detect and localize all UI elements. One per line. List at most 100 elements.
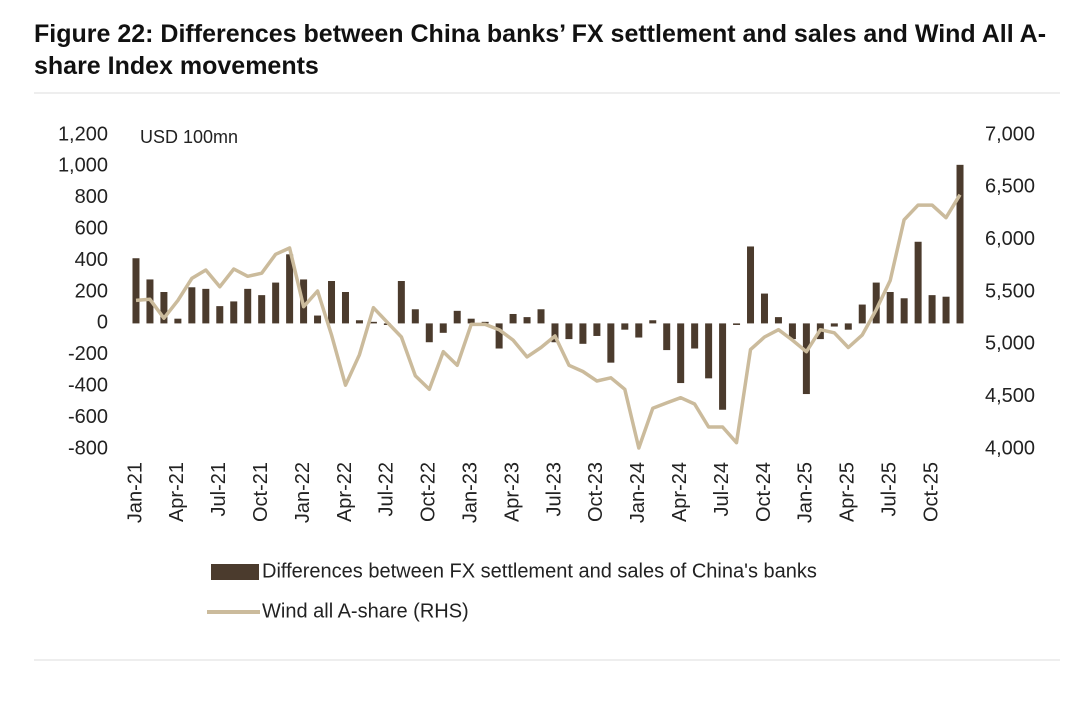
y-tick-label: 1,200 — [58, 123, 108, 145]
bar — [369, 321, 377, 324]
bar — [691, 323, 699, 349]
bar — [495, 323, 503, 349]
x-tick-label: Jan-23 — [459, 462, 481, 523]
bar — [844, 323, 852, 330]
line — [135, 193, 962, 450]
bar — [328, 281, 336, 324]
y2-tick-label: 4,000 — [985, 437, 1035, 459]
bar — [397, 281, 405, 324]
bar — [649, 320, 657, 324]
bar — [858, 304, 866, 324]
x-tick-label: Apr-22 — [334, 462, 356, 522]
bar — [355, 320, 363, 324]
y2-tick-label: 6,500 — [985, 176, 1035, 198]
y2-tick-label: 7,000 — [985, 123, 1035, 145]
x-tick-label: Oct-25 — [920, 462, 942, 522]
legend-label: Wind all A-share (RHS) — [262, 600, 469, 622]
bar — [733, 323, 741, 325]
y-tick-label: 1,000 — [58, 155, 108, 177]
bar — [425, 323, 433, 343]
legend-swatch — [211, 564, 259, 580]
bar — [900, 298, 908, 324]
y2-tick-label: 6,000 — [985, 228, 1035, 250]
x-tick-label: Oct-22 — [418, 462, 440, 522]
bar — [593, 323, 601, 336]
y-tick-label: -800 — [68, 437, 108, 459]
bar — [467, 318, 475, 324]
bar — [411, 309, 419, 324]
x-tick-label: Jan-21 — [124, 462, 146, 523]
bar — [341, 292, 349, 324]
x-tick-label: Jan-25 — [795, 462, 817, 523]
bar — [244, 288, 252, 324]
y-tick-label: 400 — [75, 249, 108, 271]
bar — [202, 288, 210, 324]
x-tick-label: Apr-23 — [501, 462, 523, 522]
bar — [216, 306, 224, 324]
bar — [914, 241, 922, 324]
bar — [677, 323, 685, 384]
bar — [565, 323, 573, 340]
bar — [942, 296, 950, 324]
bar — [481, 321, 489, 324]
x-tick-label: Oct-21 — [250, 462, 272, 522]
bar — [774, 317, 782, 324]
x-tick-label: Apr-25 — [837, 462, 859, 522]
bar — [760, 293, 768, 324]
x-tick-label: Oct-23 — [585, 462, 607, 522]
bar — [272, 282, 280, 324]
bar — [719, 323, 727, 410]
x-tick-label: Oct-24 — [753, 462, 775, 522]
y-tick-label: 0 — [97, 312, 108, 334]
y-tick-label: 200 — [75, 280, 108, 302]
unit-label: USD 100mn — [140, 127, 238, 147]
bar — [830, 323, 838, 327]
y-tick-label: -200 — [68, 343, 108, 365]
bar — [132, 258, 140, 324]
bar — [802, 323, 810, 395]
x-tick-label: Jul-22 — [376, 462, 398, 516]
y-tick-label: 600 — [75, 217, 108, 239]
y-tick-label: 800 — [75, 186, 108, 208]
bar — [607, 323, 615, 363]
x-tick-label: Apr-24 — [669, 462, 691, 522]
bar — [551, 323, 559, 343]
bar — [314, 315, 322, 324]
bar — [956, 164, 964, 324]
bar — [258, 295, 266, 324]
bar — [230, 301, 238, 324]
x-tick-label: Jul-21 — [208, 462, 230, 516]
bar — [174, 318, 182, 324]
x-tick-label: Apr-21 — [166, 462, 188, 522]
bar — [663, 323, 671, 351]
y-tick-label: -600 — [68, 406, 108, 428]
bar — [621, 323, 629, 330]
bar — [439, 323, 447, 333]
chart-title: Figure 22: Differences between China ban… — [34, 20, 1047, 80]
bar — [788, 323, 796, 340]
bar — [286, 254, 294, 324]
bar — [188, 287, 196, 324]
bar — [160, 292, 168, 324]
x-tick-label: Jul-25 — [878, 462, 900, 516]
bar — [928, 295, 936, 324]
y-tick-label: -400 — [68, 374, 108, 396]
bar — [579, 323, 587, 344]
y2-tick-label: 5,000 — [985, 333, 1035, 355]
bar — [886, 292, 894, 324]
bar — [635, 323, 643, 338]
x-tick-label: Jul-24 — [711, 462, 733, 516]
x-tick-label: Jul-23 — [543, 462, 565, 516]
bar — [509, 313, 517, 324]
bar — [705, 323, 713, 379]
x-tick-label: Jan-24 — [627, 462, 649, 523]
y2-tick-label: 5,500 — [985, 280, 1035, 302]
bar — [872, 282, 880, 324]
bar — [537, 309, 545, 324]
x-tick-label: Jan-22 — [292, 462, 314, 523]
bar — [453, 310, 461, 324]
legend-label: Differences between FX settlement and sa… — [262, 560, 817, 582]
bar — [747, 246, 755, 324]
